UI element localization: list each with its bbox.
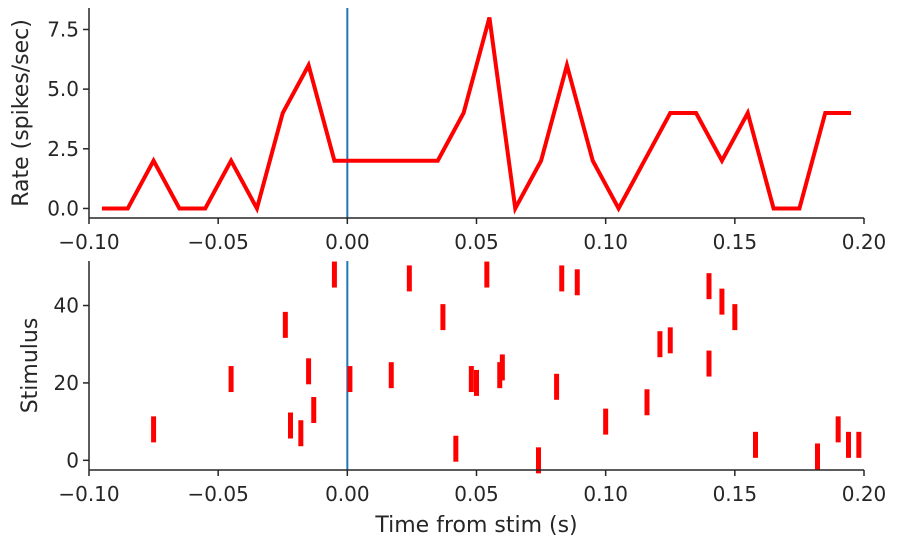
x-tick-label: 0.05: [454, 230, 499, 254]
x-tick-label: 0.10: [583, 230, 628, 254]
x-tick-label: 0.10: [583, 482, 628, 506]
x-tick-label: 0.20: [842, 482, 887, 506]
y-tick-label: 20: [54, 371, 79, 395]
x-tick-label: −0.10: [58, 482, 119, 506]
y-tick-label: 40: [54, 294, 79, 318]
y-tick-label: 2.5: [47, 137, 79, 161]
rate-series-line: [101, 17, 852, 215]
x-tick-label: 0.15: [713, 230, 758, 254]
x-tick-label: 0.20: [842, 230, 887, 254]
x-tick-label: −0.05: [188, 482, 249, 506]
y-axis-label: Stimulus: [18, 318, 43, 414]
x-tick-label: −0.10: [58, 230, 119, 254]
x-tick-label: 0.05: [454, 482, 499, 506]
x-tick-label: 0.00: [325, 482, 370, 506]
y-axis-label: Rate (spikes/sec): [9, 19, 34, 207]
x-tick-label: 0.15: [713, 482, 758, 506]
y-tick-label: 7.5: [47, 17, 79, 41]
y-tick-label: 0.0: [47, 196, 79, 220]
rate-panel: −0.10 −0.05 0.00 0.05 0.10 0.15 0.20 0.0 2.5 5.0 7…: [9, 8, 886, 254]
x-axis-label: Time from stim (s): [374, 513, 577, 538]
x-tick-label: 0.00: [325, 230, 370, 254]
y-tick-label: 0: [66, 448, 79, 472]
y-tick-label: 5.0: [47, 77, 79, 101]
x-tick-label: −0.05: [188, 230, 249, 254]
raster-panel: −0.10 −0.05 0.00 0.05 0.10 0.15 0.20 0 20 40 Stimu…: [18, 261, 886, 538]
